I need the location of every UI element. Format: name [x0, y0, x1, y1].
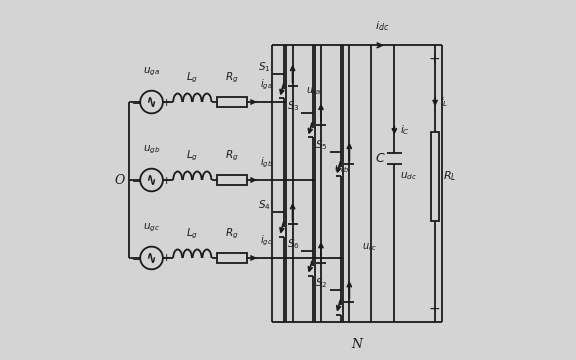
Text: $u_{dc}$: $u_{dc}$	[400, 171, 416, 183]
Text: $i_{gc}$: $i_{gc}$	[260, 234, 273, 248]
Text: $-$: $-$	[131, 253, 141, 263]
Text: $R_g$: $R_g$	[225, 226, 239, 241]
Text: $i_C$: $i_C$	[400, 123, 410, 137]
Text: $S_5$: $S_5$	[315, 138, 328, 152]
Text: $R_g$: $R_g$	[225, 149, 239, 163]
Text: $u_{ca}$: $u_{ca}$	[306, 85, 321, 97]
Text: $i_{dc}$: $i_{dc}$	[375, 19, 389, 33]
Text: N: N	[351, 338, 363, 351]
Text: $u_{ga}$: $u_{ga}$	[143, 66, 160, 78]
Bar	[431, 132, 439, 221]
Text: $S_1$: $S_1$	[259, 60, 271, 74]
Text: $-$: $-$	[131, 175, 141, 185]
Text: $+$: $+$	[161, 96, 172, 108]
Text: $+$: $+$	[429, 53, 441, 67]
Text: $u_{gc}$: $u_{gc}$	[143, 222, 160, 234]
Text: $u_{cb}$: $u_{cb}$	[334, 163, 350, 175]
Text: $S_4$: $S_4$	[258, 199, 271, 212]
Text: $S_3$: $S_3$	[287, 99, 300, 113]
Text: $i_{ga}$: $i_{ga}$	[260, 78, 273, 92]
Text: $S_6$: $S_6$	[287, 238, 300, 251]
Text: $u_{cc}$: $u_{cc}$	[362, 241, 378, 253]
Bar	[217, 253, 247, 263]
Text: $+$: $+$	[161, 252, 172, 264]
Text: $S_2$: $S_2$	[315, 276, 328, 291]
Text: $+$: $+$	[161, 175, 172, 185]
Text: $C$: $C$	[375, 152, 385, 165]
Text: $R_g$: $R_g$	[225, 71, 239, 85]
Text: O: O	[115, 174, 125, 186]
Text: $L_g$: $L_g$	[186, 226, 198, 241]
Bar	[217, 175, 247, 185]
Text: $i_L$: $i_L$	[441, 95, 449, 109]
Text: $L_g$: $L_g$	[186, 149, 198, 163]
Text: $R_L$: $R_L$	[443, 170, 457, 183]
Text: $i_{gb}$: $i_{gb}$	[260, 156, 274, 170]
Text: $u_{gb}$: $u_{gb}$	[143, 144, 160, 156]
Text: $-$: $-$	[429, 301, 441, 315]
Bar	[217, 97, 247, 107]
Text: $-$: $-$	[131, 97, 141, 107]
Text: $L_g$: $L_g$	[186, 71, 198, 85]
